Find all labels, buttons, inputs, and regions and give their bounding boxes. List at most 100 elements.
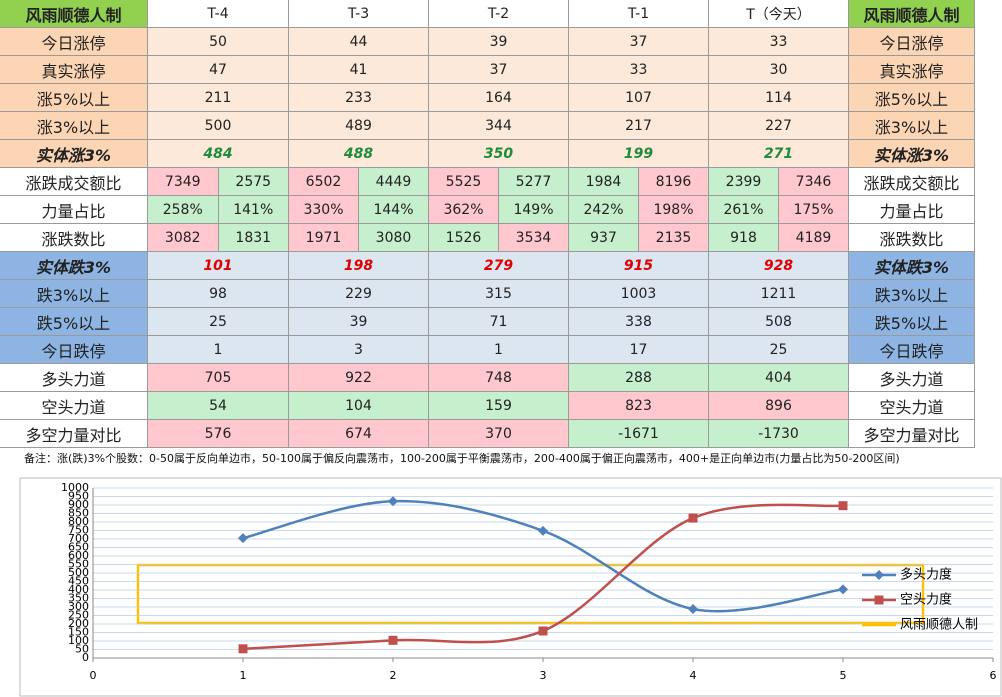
cell: 17 xyxy=(569,336,709,364)
point xyxy=(688,604,698,615)
legend-label: 风雨顺德人制 xyxy=(900,618,978,633)
cell: 44 xyxy=(289,28,429,56)
x-tick-label: 6 xyxy=(990,669,997,682)
note: 备注：涨(跌)3%个股数：0-50属于反向单边市，50-100属于偏反向震荡市，… xyxy=(24,452,900,465)
x-tick-label: 2 xyxy=(390,669,397,682)
cell: 跌5%以上 xyxy=(0,308,148,336)
legend-label: 空头力度 xyxy=(900,592,952,608)
cell: 跌3%以上 xyxy=(849,280,975,308)
cell: T（今天） xyxy=(709,0,849,28)
cell: 30 xyxy=(709,56,849,84)
y-tick-label: 300 xyxy=(68,600,89,613)
cell: 922 xyxy=(289,364,429,392)
y-tick-label: 50 xyxy=(75,643,89,656)
cell: 918 xyxy=(709,224,779,252)
cell: 真实涨停 xyxy=(849,56,975,84)
cell: 915 xyxy=(569,252,709,280)
cell: 3082 xyxy=(148,224,219,252)
y-tick-label: 800 xyxy=(68,515,89,528)
x-tick-label: 3 xyxy=(540,669,547,682)
cell: 涨3%以上 xyxy=(849,112,975,140)
cell: 488 xyxy=(289,140,429,168)
y-tick-label: 750 xyxy=(68,524,89,537)
cell: 229 xyxy=(289,280,429,308)
highlight-box xyxy=(136,563,925,625)
cell: 175% xyxy=(779,196,849,224)
point xyxy=(838,584,848,595)
cell: 今日涨停 xyxy=(849,28,975,56)
y-tick-label: 0 xyxy=(82,651,89,664)
cell: 1831 xyxy=(218,224,289,252)
cell: 涨跌成交额比 xyxy=(0,168,148,196)
y-tick-label: 950 xyxy=(68,490,89,503)
cell: 今日跌停 xyxy=(0,336,148,364)
cell: T-3 xyxy=(289,0,429,28)
cell: 362% xyxy=(429,196,499,224)
cell: 3 xyxy=(289,336,429,364)
cell: 7346 xyxy=(779,168,849,196)
cell: 涨跌成交额比 xyxy=(849,168,975,196)
point xyxy=(238,533,248,544)
x-tick-label: 1 xyxy=(240,669,247,682)
cell: 508 xyxy=(709,308,849,336)
cell: 涨3%以上 xyxy=(0,112,148,140)
cell: 实体涨3% xyxy=(849,140,975,168)
cell: 5277 xyxy=(499,168,569,196)
x-tick-label: 4 xyxy=(690,669,697,682)
cell: 39 xyxy=(429,28,569,56)
cell: 37 xyxy=(429,56,569,84)
cell: 风雨顺德人制 xyxy=(0,0,148,28)
y-tick-label: 700 xyxy=(68,532,89,545)
cell: 50 xyxy=(148,28,289,56)
cell: 164 xyxy=(429,84,569,112)
cell: 484 xyxy=(148,140,289,168)
cell: 288 xyxy=(569,364,709,392)
y-tick-label: 200 xyxy=(68,617,89,630)
cell: 33 xyxy=(709,28,849,56)
cell: 47 xyxy=(148,56,289,84)
cell: 258% xyxy=(148,196,219,224)
cell: 多空力量对比 xyxy=(849,420,975,448)
x-tick-label: 0 xyxy=(90,669,97,682)
x-tick-label: 5 xyxy=(840,669,847,682)
legend-marker xyxy=(874,595,884,605)
cell: 141% xyxy=(218,196,289,224)
cell: 227 xyxy=(709,112,849,140)
cell: -1671 xyxy=(569,420,709,448)
cell: 1211 xyxy=(709,280,849,308)
cell: 330% xyxy=(289,196,359,224)
cell: 159 xyxy=(429,392,569,420)
cell: 576 xyxy=(148,420,289,448)
cell: 39 xyxy=(289,308,429,336)
cell: 空头力道 xyxy=(849,392,975,420)
cell: 实体涨3% xyxy=(0,140,148,168)
cell: 7349 xyxy=(148,168,219,196)
point xyxy=(538,626,548,636)
cell: 2575 xyxy=(218,168,289,196)
cell: 跌5%以上 xyxy=(849,308,975,336)
cell: 1 xyxy=(148,336,289,364)
cell: 198% xyxy=(639,196,709,224)
cell: 217 xyxy=(569,112,709,140)
legend-marker xyxy=(874,570,884,580)
point xyxy=(538,525,548,536)
cell: 271 xyxy=(709,140,849,168)
point xyxy=(388,635,398,645)
cell: 404 xyxy=(709,364,849,392)
cell: 8196 xyxy=(639,168,709,196)
cell: 748 xyxy=(429,364,569,392)
cell: 71 xyxy=(429,308,569,336)
cell: 928 xyxy=(709,252,849,280)
cell: 2135 xyxy=(639,224,709,252)
cell: 370 xyxy=(429,420,569,448)
cell: 261% xyxy=(709,196,779,224)
y-tick-label: 500 xyxy=(68,566,89,579)
cell: 114 xyxy=(709,84,849,112)
cell: 5525 xyxy=(429,168,499,196)
cell: 1 xyxy=(429,336,569,364)
cell: 1003 xyxy=(569,280,709,308)
cell: 144% xyxy=(359,196,429,224)
cell: T-4 xyxy=(148,0,289,28)
point xyxy=(238,644,248,654)
